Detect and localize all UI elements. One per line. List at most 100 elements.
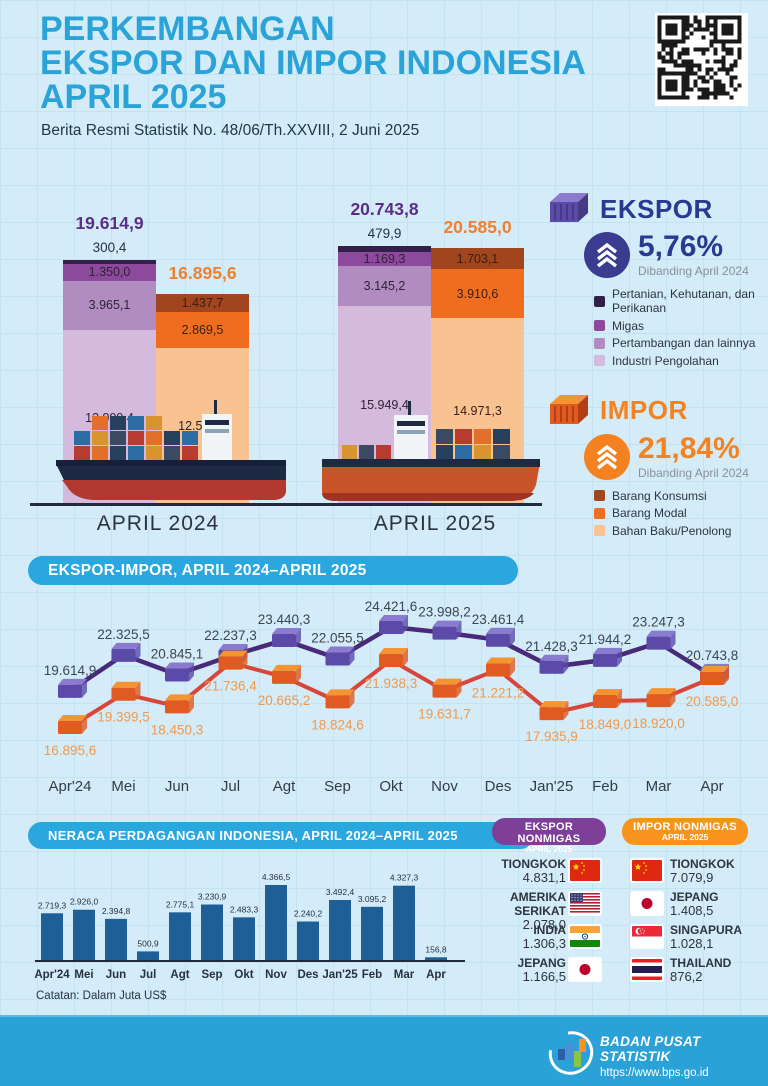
- country-value: 1.028,1: [670, 936, 714, 951]
- ekspor-legend: Pertanian, Kehutanan, dan Perikanan Migas…: [594, 287, 766, 368]
- flag-japan: [570, 959, 600, 980]
- legend-item: Migas: [594, 319, 766, 333]
- bar-segment-value: 3.965,1: [88, 298, 131, 313]
- table-row: TIONGKOK 7.079,9: [670, 857, 765, 885]
- legend-label: Barang Konsumsi: [612, 488, 707, 503]
- neraca-bar: [73, 909, 95, 960]
- ekspor-impor-line-chart: EKSPOR-IMPOR, APRIL 2024–APRIL 2025 19.6…: [0, 548, 768, 800]
- title-line: EKSPOR DAN IMPOR INDONESIA: [40, 44, 586, 82]
- legend-item: Industri Pengolahan: [594, 354, 766, 368]
- ekspor-summary-head: EKSPOR: [544, 190, 766, 228]
- chart-text: Apr'24: [34, 969, 70, 981]
- japan-flag-icon: [632, 893, 662, 914]
- footer-url: https://www.bps.go.id: [600, 1067, 709, 1079]
- country-value: 1.166,5: [522, 969, 566, 984]
- chart-text: Nov: [431, 778, 458, 795]
- line-point-marker: [432, 678, 462, 698]
- chart-text: Okt: [379, 778, 403, 795]
- chart-text: 18.450,3: [151, 722, 204, 737]
- neraca-bar: [393, 885, 415, 960]
- line-chart-banner: EKSPOR-IMPOR, APRIL 2024–APRIL 2025: [28, 556, 518, 585]
- chart-text: 23.247,3: [632, 615, 685, 630]
- bar-segment-impor: 3.910,6: [431, 269, 524, 318]
- country-value: 4.831,1: [522, 870, 566, 885]
- qr-code-icon: [655, 13, 748, 106]
- chart-text: Mar: [394, 969, 415, 981]
- line-point-marker: [272, 664, 301, 684]
- group-label-april-2025: APRIL 2025: [373, 512, 497, 535]
- chart-text: 21.221,2: [472, 686, 525, 701]
- legend-item: Pertanian, Kehutanan, dan Perikanan: [594, 287, 766, 315]
- chart-text: Mei: [111, 778, 135, 795]
- pill-subtitle: APRIL 2025: [525, 844, 573, 854]
- chart-text: 2.926,0: [70, 897, 99, 907]
- container-box-icon: [550, 193, 588, 222]
- chart-text: 2.240,2: [294, 909, 323, 919]
- flag-china: [570, 860, 600, 881]
- table-row: JEPANG 1.408,5: [670, 890, 765, 918]
- legend-label: Pertambangan dan lainnya: [612, 336, 756, 350]
- neraca-bar: [137, 951, 159, 960]
- chart-text: Agt: [273, 778, 296, 795]
- chart-text: Feb: [362, 969, 382, 981]
- chart-text: 2.483,3: [230, 904, 259, 914]
- line-point-marker: [325, 646, 355, 666]
- ekspor-pct: 5,76%: [638, 230, 724, 263]
- bar-segment-ekspor: 3.145,2: [338, 266, 431, 306]
- chart-text: 20.665,2: [258, 693, 311, 708]
- line-point-marker: [379, 615, 408, 634]
- china-flag-icon: [570, 860, 600, 881]
- legend-swatch: [594, 507, 605, 519]
- impor-pct-note: Dibanding April 2024: [638, 465, 749, 480]
- bar-segment-impor: 1.437,7: [156, 293, 249, 312]
- line-point-marker: [111, 681, 141, 701]
- neraca-banner: NERACA PERDAGANGAN INDONESIA, APRIL 2024…: [28, 822, 534, 849]
- chart-text: 22.325,5: [97, 627, 150, 642]
- chart-text: 156,8: [425, 944, 447, 954]
- legend-swatch: [594, 525, 605, 536]
- country-value: 876,2: [670, 969, 703, 984]
- line-point-marker: [111, 642, 141, 662]
- neraca-bar: [169, 912, 191, 960]
- legend-label: Pertanian, Kehutanan, dan Perikanan: [612, 287, 755, 315]
- container-ship-illustration: [322, 401, 540, 501]
- table-row: TIONGKOK 4.831,1: [480, 857, 566, 885]
- chart-text: 24.421,6: [365, 599, 418, 614]
- country-name: SINGAPURA: [670, 923, 743, 937]
- legend-swatch: [594, 320, 605, 331]
- title-line: PERKEMBANGAN: [40, 10, 335, 48]
- chart-text: Apr'24: [49, 778, 92, 795]
- line-chart-canvas: 19.614,9 22.325,520.845,122.237,323.440,3…: [44, 599, 739, 795]
- usa-flag-icon: [570, 893, 600, 914]
- ekspor-total-label: 20.743,8: [350, 198, 419, 219]
- chart-text: 20.585,0: [686, 694, 739, 709]
- flag-japan: [632, 893, 662, 914]
- legend-item: Pertambangan dan lainnya: [594, 336, 766, 350]
- chart-text: 18.824,6: [311, 717, 364, 732]
- neraca-bar: [201, 904, 223, 960]
- chart-text: 16.895,6: [44, 743, 97, 758]
- ekspor-heading: EKSPOR: [600, 193, 713, 224]
- chart-text: Des: [297, 969, 318, 981]
- neraca-bar: [329, 900, 351, 960]
- table-row: THAILAND 876,2: [670, 956, 765, 984]
- neraca-bar: [105, 918, 127, 960]
- china-flag-icon: [632, 860, 662, 881]
- country-name: JEPANG: [517, 956, 566, 970]
- line-point-marker: [165, 662, 194, 682]
- line-point-marker: [700, 665, 729, 685]
- legend-swatch: [594, 337, 605, 349]
- chart-text: Apr: [426, 969, 446, 981]
- impor-total-label: 20.585,0: [443, 216, 512, 237]
- neraca-bar: [297, 921, 319, 960]
- impor-summary-head: IMPOR: [544, 392, 766, 430]
- chart-text: Jun: [106, 969, 126, 981]
- country-value: 1.408,5: [670, 903, 714, 918]
- impor-pct-row: 21,84% Dibanding April 2024: [584, 433, 766, 480]
- nonmigas-tables: EKSPOR NONMIGAS APRIL 2025 TIONGKOK 4.831,1…: [480, 812, 768, 1015]
- chart-text: Nov: [265, 969, 287, 981]
- impor-summary: IMPOR 21,84% Dibanding April 2024 Barang…: [544, 392, 766, 538]
- release-subtitle: Berita Resmi Statistik No. 48/06/Th.XXVI…: [41, 122, 420, 139]
- line-point-marker: [165, 694, 194, 714]
- neraca-bar: [41, 913, 63, 960]
